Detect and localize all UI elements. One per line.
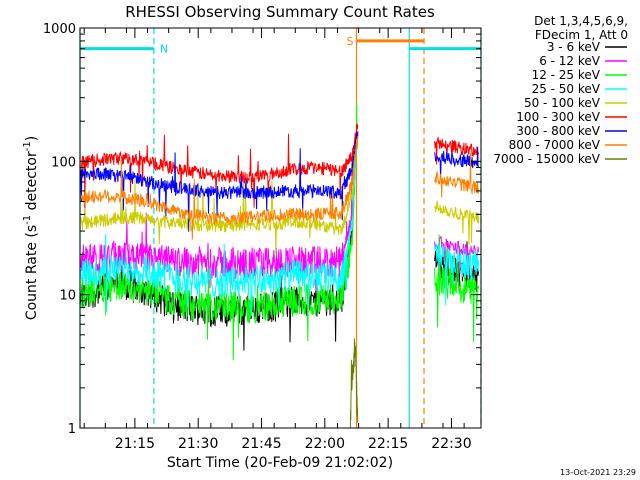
legend-label-8: 7000 - 15000 keV [493, 152, 600, 166]
legend-label-5: 100 - 300 keV [516, 110, 600, 124]
series-lines [80, 101, 480, 429]
x-tick-label-2: 21:45 [241, 436, 281, 452]
chart-title: RHESSI Observing Summary Count Rates [125, 3, 435, 21]
series-line-5-segment-0 [80, 133, 343, 209]
y-label-sup2: -1 [22, 141, 33, 151]
y-tick-label-1: 10 [59, 289, 76, 304]
series-line-4-segment-0 [80, 179, 343, 256]
y-tick-label-0: 1 [68, 422, 76, 437]
x-axis-ticks: 21:15 21:30 21:45 22:00 22:15 22:30 [83, 28, 472, 452]
y-axis-ticks: 1 10 100 1000 [43, 22, 481, 437]
legend-label-2: 12 - 25 keV [532, 68, 601, 82]
x-tick-label-3: 22:00 [305, 436, 345, 452]
series-line-2-segment-0 [80, 262, 343, 361]
state-bar-label-0: N [160, 43, 168, 56]
series-line-4-segment-2 [434, 200, 480, 246]
series-line-3-segment-2 [434, 243, 480, 306]
legend: Det 1,3,4,5,6,9, FDecim 1, Att 0 3 - 6 k… [493, 14, 628, 166]
series-line-5-segment-1 [341, 123, 359, 185]
legend-label-4: 50 - 100 keV [524, 96, 601, 110]
legend-header-line-1: Det 1,3,4,5,6,9, [534, 14, 628, 28]
legend-label-1: 6 - 12 keV [539, 54, 601, 68]
series-line-7-segment-2 [434, 153, 480, 198]
series-line-3-segment-0 [80, 233, 343, 316]
series-line-7-segment-0 [80, 158, 343, 240]
plot-frame [79, 27, 482, 429]
x-tick-label-0: 21:15 [115, 436, 155, 452]
x-tick-label-4: 22:15 [368, 436, 408, 452]
y-tick-label-2: 100 [51, 155, 76, 170]
y-tick-label-3: 1000 [43, 22, 76, 37]
legend-label-3: 25 - 50 keV [532, 82, 601, 96]
series-line-6-segment-2 [434, 146, 480, 178]
state-bar-label-1: S [346, 35, 353, 48]
timestamp: 13-Oct-2021 23:29 [560, 468, 636, 477]
y-label-sup1: -1 [22, 215, 33, 225]
series-line-6-segment-0 [80, 148, 343, 232]
legend-label-7: 800 - 7000 keV [509, 138, 601, 152]
x-axis-label: Start Time (20-Feb-09 21:02:02) [167, 455, 393, 471]
y-label-end: ) [24, 136, 40, 141]
legend-header-line-2: FDecim 1, Att 0 [535, 28, 628, 42]
x-tick-label-1: 21:30 [178, 436, 218, 452]
series-line-3-segment-1 [341, 133, 359, 290]
attenuator-bars: NS [80, 35, 481, 56]
series-line-8-segment-0 [349, 338, 359, 429]
x-tick-label-5: 22:30 [431, 436, 471, 452]
series-line-1-segment-2 [434, 236, 480, 276]
y-label-main: Count Rate (s [24, 225, 40, 320]
series-line-7-segment-1 [341, 136, 359, 216]
series-line-5-segment-2 [434, 137, 480, 165]
series-line-6-segment-1 [341, 131, 359, 221]
y-label-mid: detector [24, 151, 40, 215]
series-line-2-segment-2 [434, 234, 480, 343]
legend-label-0: 3 - 6 keV [547, 40, 601, 54]
y-axis-label: Count Rate (s-1 detector-1) [22, 136, 40, 320]
legend-label-6: 300 - 800 keV [516, 124, 600, 138]
